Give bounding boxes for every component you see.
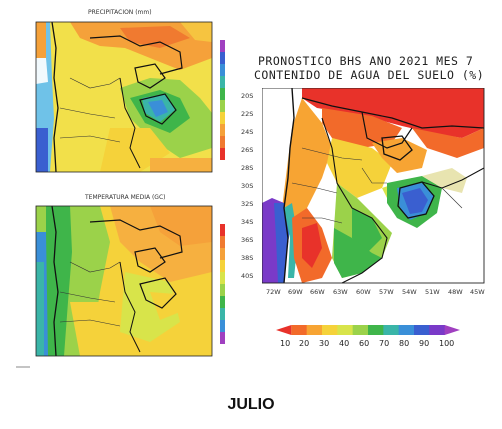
lat-label: 32S [241,200,254,208]
colorbar-swatch [398,325,415,335]
colorbar-swatch [429,325,446,335]
colorbar-swatch [444,325,460,335]
lon-label: 63W [333,288,348,296]
colorbar-swatch [337,325,354,335]
colorbar-swatch [368,325,384,335]
precip-map-title: PRECIPITACION (mm) [88,9,152,16]
precip-colorbar [220,40,225,160]
lat-label: 34S [241,218,254,226]
colorbar-label: 10 [280,339,291,348]
lon-label: 57W [379,288,394,296]
colorbar-swatch [276,325,292,335]
colorbar-label: 40 [339,339,350,348]
lat-label: 22S [241,110,254,118]
lon-label: 45W [470,288,485,296]
colorbar-swatch [352,325,369,335]
temp-map-title: TEMPERATURA MEDIA (GC) [85,194,166,201]
colorbar-label: 30 [319,339,330,348]
lat-label: 36S [241,236,254,244]
divider-mark [16,366,30,368]
lon-label: 72W [266,288,281,296]
lat-label: 20S [241,92,254,100]
colorbar-label: 60 [359,339,370,348]
lat-label: 28S [241,164,254,172]
colorbar-label: 90 [419,339,430,348]
precip-map [35,21,225,173]
colorbar-swatch [322,325,338,335]
colorbar-label: 70 [379,339,390,348]
soil-map [262,88,485,284]
colorbar-label: 100 [439,339,455,348]
lat-label: 38S [241,254,254,262]
lon-label: 66W [310,288,325,296]
lat-label: 26S [241,146,254,154]
colorbar-swatch [383,325,400,335]
month-caption: JULIO [227,396,275,413]
lat-label: 30S [241,182,254,190]
temp-map [35,205,225,357]
lat-label: 40S [241,272,254,280]
colorbar-swatch [291,325,308,335]
lon-label: 54W [402,288,417,296]
colorbar-label: 20 [299,339,310,348]
soil-colorbar [276,325,460,335]
colorbar-label: 80 [399,339,410,348]
lon-label: 51W [425,288,440,296]
soil-map-title-line2: CONTENIDO DE AGUA DEL SUELO (%) [254,68,485,82]
lat-label: 24S [241,128,254,136]
temp-colorbar [220,224,225,344]
colorbar-swatch [306,325,323,335]
soil-map-title-line1: PRONOSTICO BHS ANO 2021 MES 7 [258,54,474,68]
colorbar-swatch [414,325,430,335]
lon-label: 60W [356,288,371,296]
lon-label: 69W [288,288,303,296]
lon-label: 48W [448,288,463,296]
